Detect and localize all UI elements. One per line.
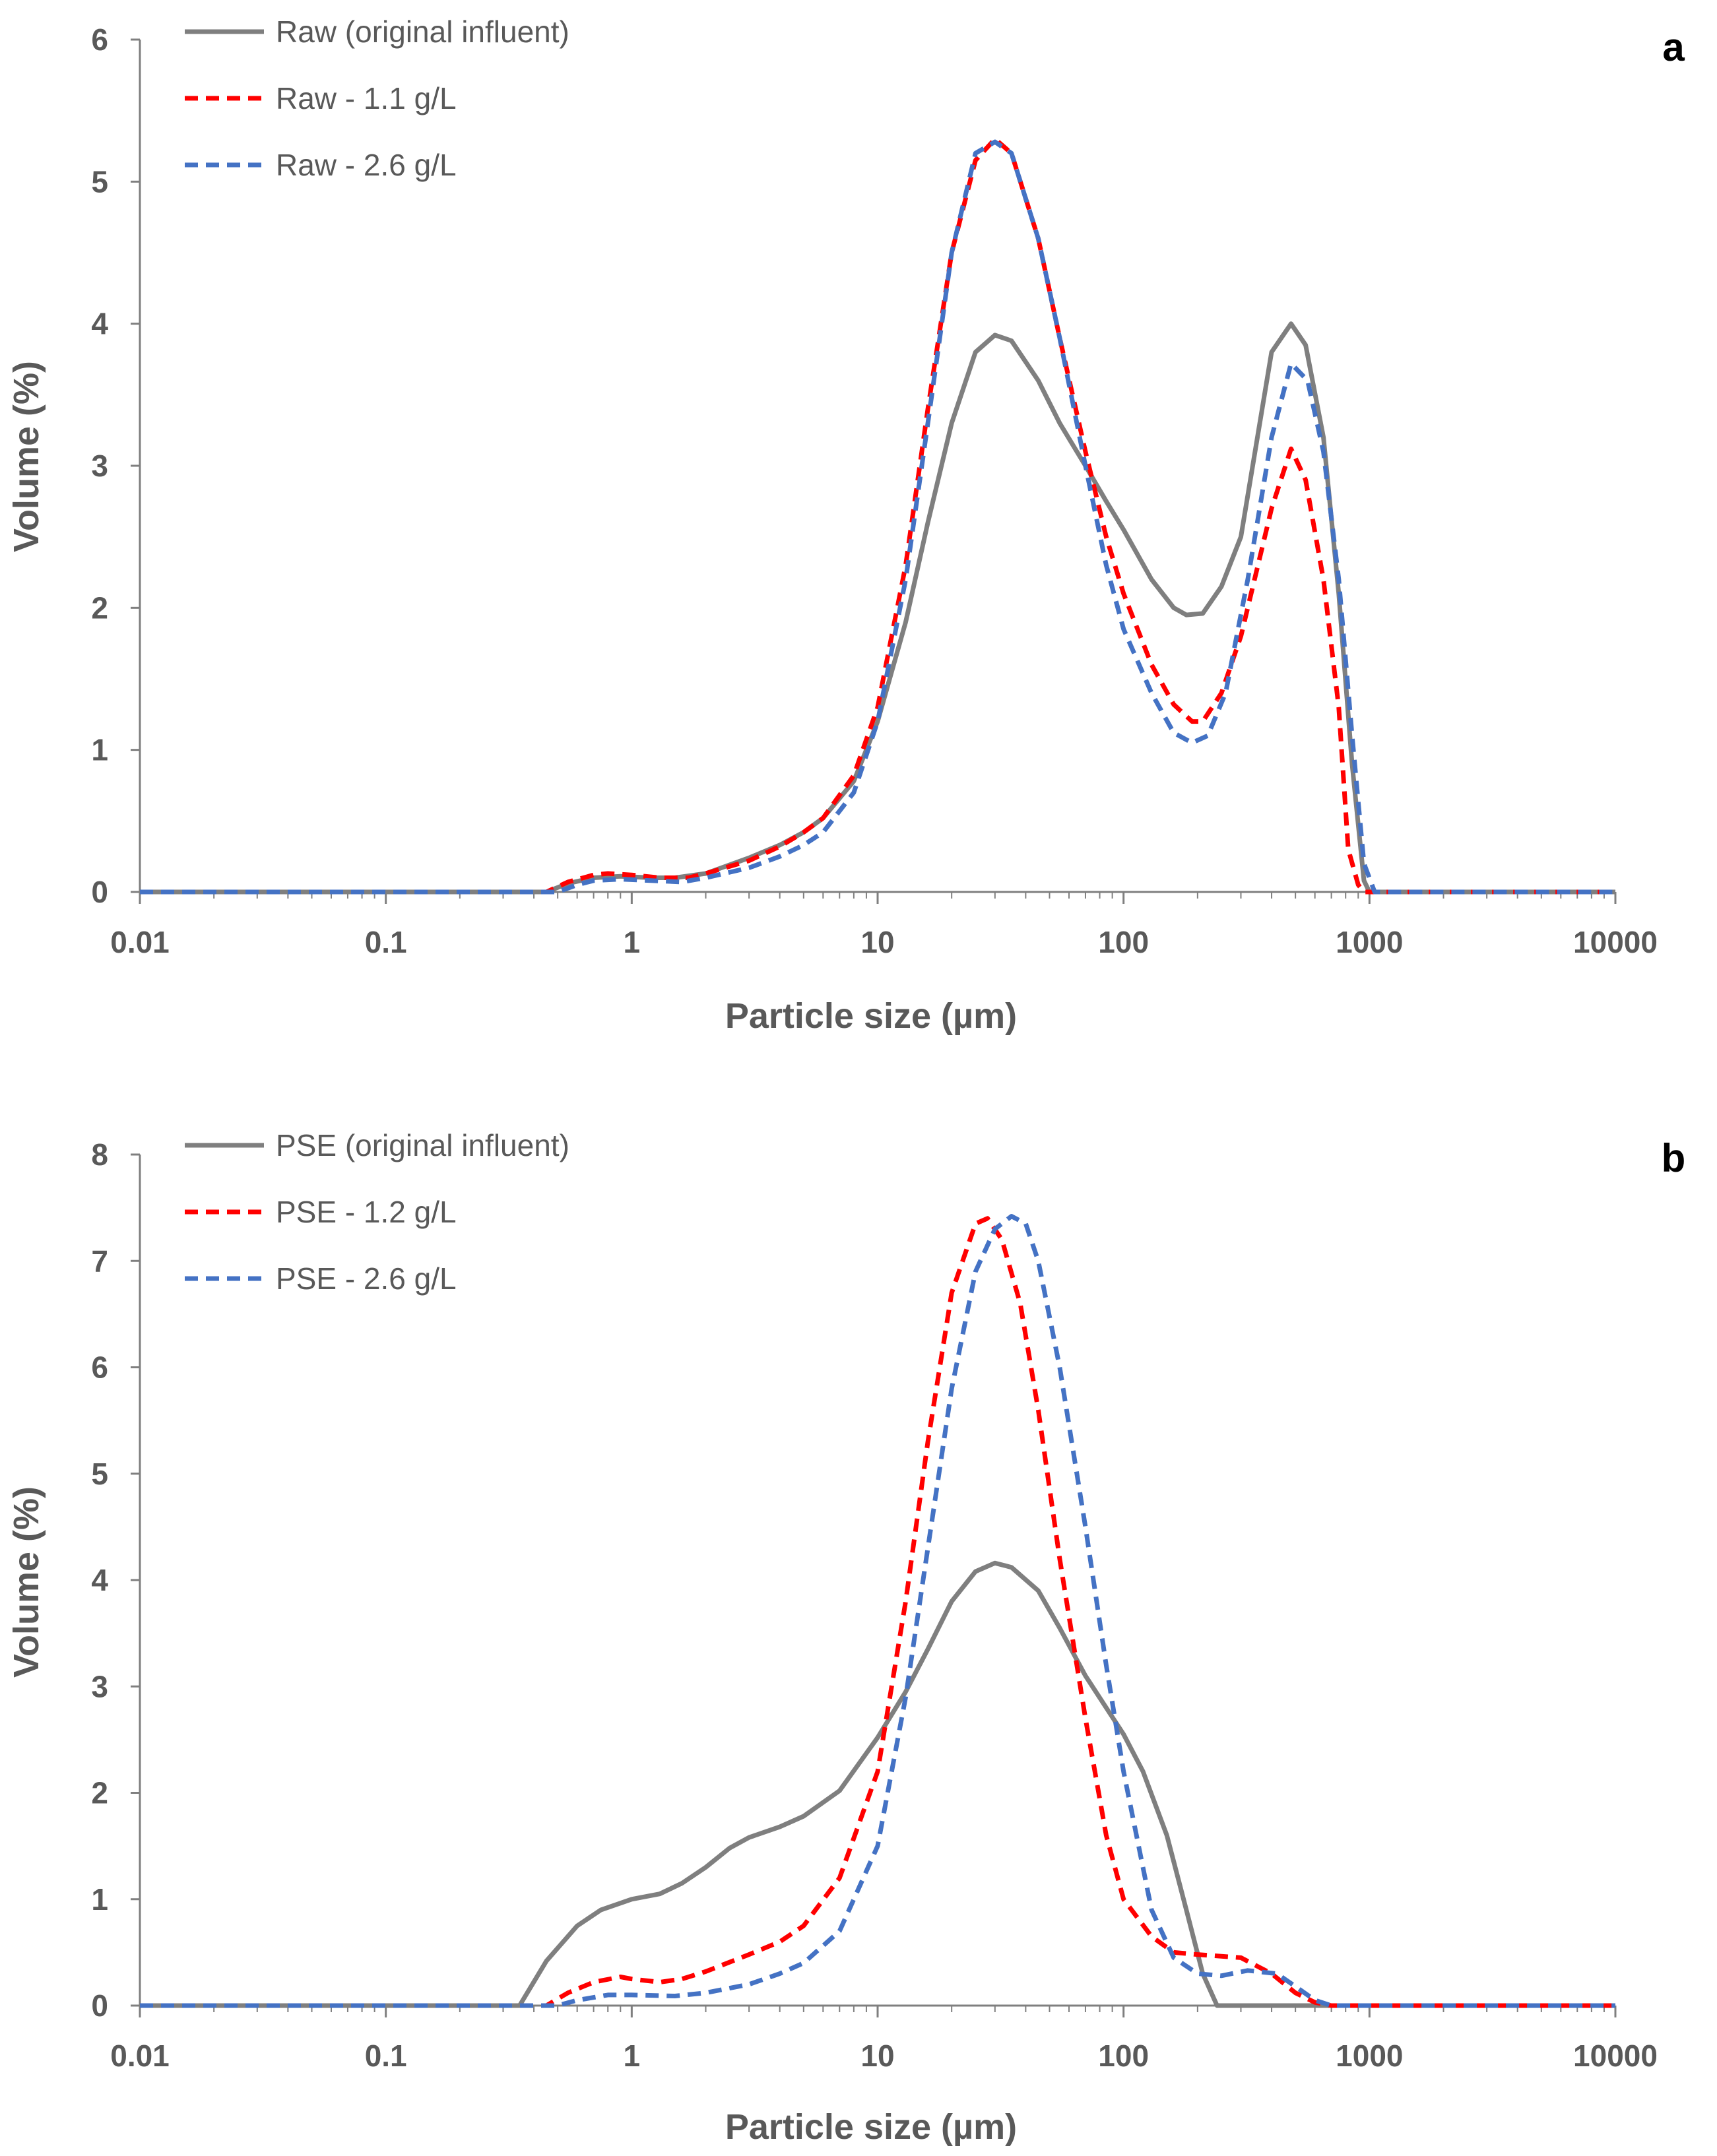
y-tick-label: 4 (91, 307, 108, 341)
y-tick-label: 1 (91, 733, 108, 767)
panel-a-series (140, 137, 1615, 895)
y-tick-label: 2 (91, 1776, 108, 1810)
panel-a-xlabel: Particle size (µm) (725, 996, 1017, 1036)
series-line-3 (140, 139, 1615, 895)
x-tick-label: 10 (860, 925, 894, 959)
panel-b-series (140, 1214, 1615, 2008)
legend-label-2: PSE - 1.2 g/L (276, 1195, 457, 1229)
panel-b-ylabel: Volume (%) (7, 1486, 46, 1678)
panel-a: 0 1 2 3 4 5 6 0.01 0.1 1 10 100 1000 10000 Raw (origi… (7, 15, 1685, 1036)
x-tick-label: 0.1 (365, 2039, 407, 2073)
y-tick-label: 7 (91, 1244, 108, 1278)
x-tick-label: 1000 (1336, 2039, 1403, 2073)
y-tick-label: 8 (91, 1137, 108, 1172)
y-tick-label: 4 (91, 1563, 108, 1597)
y-tick-label: 6 (91, 1350, 108, 1385)
y-tick-label: 0 (91, 875, 108, 909)
series-line-1 (140, 321, 1615, 895)
y-tick-label: 3 (91, 449, 108, 483)
x-tick-label: 1 (624, 2039, 641, 2073)
series-line-1 (140, 1560, 1615, 2008)
y-tick-label: 5 (91, 164, 108, 199)
y-tick-label: 2 (91, 590, 108, 625)
legend-label-3: Raw - 2.6 g/L (276, 148, 457, 182)
panel-a-legend: Raw (original influent) Raw - 1.1 g/L Raw … (185, 15, 569, 182)
y-tick-label: 5 (91, 1457, 108, 1491)
legend-label-1: Raw (original influent) (276, 15, 569, 49)
y-tick-label: 6 (91, 22, 108, 57)
panel-a-ylabel: Volume (%) (7, 361, 46, 552)
y-tick-label: 1 (91, 1882, 108, 1917)
x-tick-label: 0.01 (110, 925, 170, 959)
series-line-3 (140, 1214, 1615, 2008)
x-tick-label: 0.01 (110, 2039, 170, 2073)
x-tick-label: 100 (1098, 925, 1149, 959)
series-line-2 (140, 137, 1615, 895)
panel-a-label: a (1662, 25, 1685, 69)
x-tick-label: 10 (860, 2039, 894, 2073)
panel-b-label: b (1662, 1136, 1686, 1180)
panel-b: 0 1 2 3 4 5 6 7 8 0.01 0.1 1 10 100 1000 10000 PSE (ori… (7, 1128, 1685, 2147)
y-tick-label: 3 (91, 1669, 108, 1703)
panel-b-legend: PSE (original influent) PSE - 1.2 g/L PSE … (185, 1128, 569, 1296)
x-tick-label: 100 (1098, 2039, 1149, 2073)
panel-b-xlabel: Particle size (µm) (725, 2107, 1017, 2147)
legend-label-1: PSE (original influent) (276, 1128, 569, 1162)
x-tick-label: 1000 (1336, 925, 1403, 959)
legend-label-2: Raw - 1.1 g/L (276, 81, 457, 115)
y-tick-label: 0 (91, 1988, 108, 2023)
legend-label-3: PSE - 2.6 g/L (276, 1261, 457, 1296)
x-tick-label: 10000 (1573, 2039, 1658, 2073)
x-tick-label: 1 (624, 925, 641, 959)
series-line-2 (140, 1216, 1615, 2008)
x-tick-label: 10000 (1573, 925, 1658, 959)
x-tick-label: 0.1 (365, 925, 407, 959)
